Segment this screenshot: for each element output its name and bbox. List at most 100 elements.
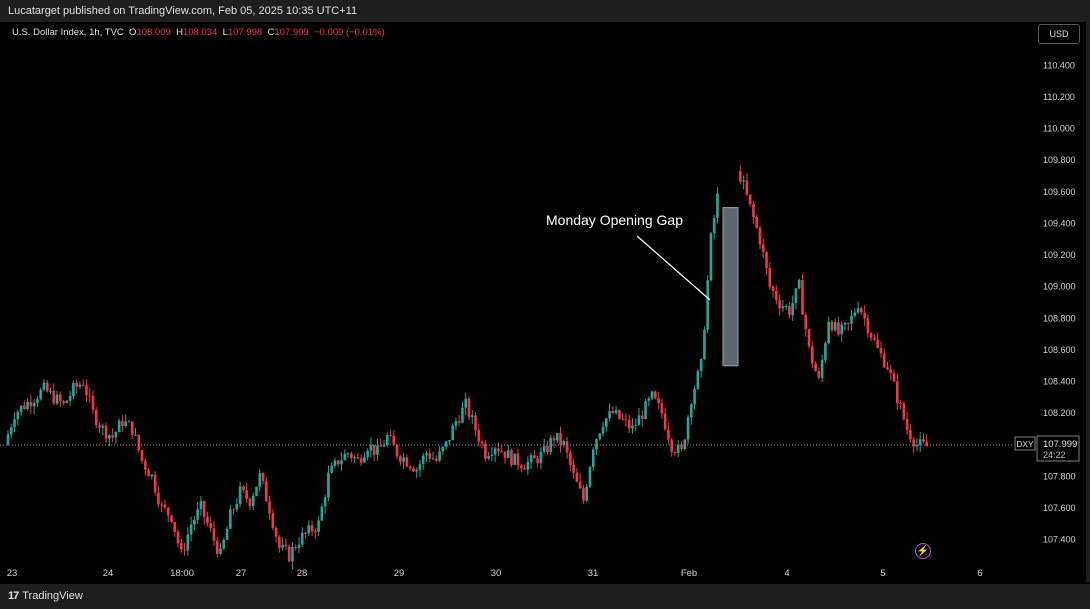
y-tick-label: 107.600 [1043,503,1076,513]
candle-body [438,451,441,461]
candle-body [402,457,405,462]
candle-body [598,433,602,440]
candle-body [794,288,798,303]
x-tick-label: 27 [236,568,247,579]
low-value: 107.998 [227,27,263,38]
y-tick-label: 110.200 [1043,92,1075,102]
candle-body [739,170,742,182]
close-label: C [267,27,275,38]
candle-body [376,445,379,455]
candle-body [824,343,827,360]
candle-body [215,540,219,554]
y-tick-label: 108.200 [1043,408,1076,418]
candle-body [395,444,399,457]
candle-body [111,435,114,438]
candle-body [144,460,147,470]
candle-body [663,413,667,430]
candle-body [745,180,749,195]
candle-body [209,523,213,529]
candle-body [157,492,160,505]
candle-body [130,421,134,435]
candle-body [882,353,886,368]
candle-body [163,504,167,508]
candle-body [863,312,866,319]
candle-body [16,411,20,420]
candle-body [179,543,183,550]
price-axis[interactable]: 110.400 110.200 110.000 109.800 109.600 109.4… [1043,60,1076,544]
candle-body [768,268,772,287]
candle-body [271,513,275,528]
candle-body [278,536,281,548]
candle-body [78,384,82,387]
symbol-legend: U.S. Dollar Index, 1h, TVC O108.009 H108… [12,27,385,38]
candle-body [699,359,703,371]
candle-body [166,507,170,516]
lightning-icon[interactable]: ⚡ [915,543,931,559]
currency-button[interactable]: USD [1038,24,1080,44]
candle-body [673,451,677,453]
candle-body [170,515,173,522]
x-tick-label: 5 [880,568,885,579]
time-axis[interactable]: 23 24 18:00 27 28 29 30 31 Feb 4 5 6 [7,568,983,579]
candle-body [624,419,628,421]
candle-body [644,401,647,419]
candle-body [856,308,860,313]
candle-body [268,501,271,514]
candle-body [775,291,778,301]
candle-body [840,324,844,335]
candle-body [379,445,383,447]
candle-body [922,439,925,442]
candle-body [310,525,314,532]
candle-body [742,180,745,182]
candle-body [121,420,124,427]
candle-body [454,421,458,426]
candle-body [6,434,10,445]
candle-body [552,437,556,441]
close-value: 107.999 [274,27,309,38]
candle-body [484,443,487,459]
symbol-name: U.S. Dollar Index, 1h, TVC [12,27,124,38]
brand-name: TradingView [22,590,83,602]
candle-body [26,401,29,410]
tradingview-brand[interactable]: 17 TradingView [8,590,83,602]
candle-body [703,329,706,360]
candle-body [778,300,781,309]
candle-body [353,457,356,459]
candle-body [264,481,268,502]
gap-box[interactable] [722,207,739,367]
candle-body [153,474,157,493]
candle-body [536,458,539,464]
candle-body [81,384,85,386]
annotation-label[interactable]: Monday Opening Gap [546,212,683,228]
y-tick-label: 109.400 [1043,218,1076,228]
candle-body [693,388,696,405]
candle-body [219,548,222,554]
candle-body [382,444,386,447]
candle-body [117,420,121,433]
candle-body [480,441,484,444]
candle-body [614,409,618,414]
candle-body [127,421,131,423]
candle-body [317,520,320,532]
candle-body [212,528,216,541]
candle-body [889,369,893,373]
candle-body [258,473,262,487]
candle-body [206,516,209,524]
candle-body [676,444,680,453]
candle-body [918,439,922,446]
candle-body [686,417,690,440]
candle-body [820,359,824,378]
candle-body [533,455,536,459]
candle-body [314,531,317,533]
candle-body [284,544,288,547]
y-tick-label: 108.600 [1043,345,1076,355]
candle-body [385,435,389,445]
candle-body [555,433,559,441]
candle-body [843,322,847,325]
candle-body [415,469,418,472]
candle-body [62,401,65,404]
candle-body [902,403,906,420]
candle-body [202,501,206,517]
candle-body [392,435,396,445]
